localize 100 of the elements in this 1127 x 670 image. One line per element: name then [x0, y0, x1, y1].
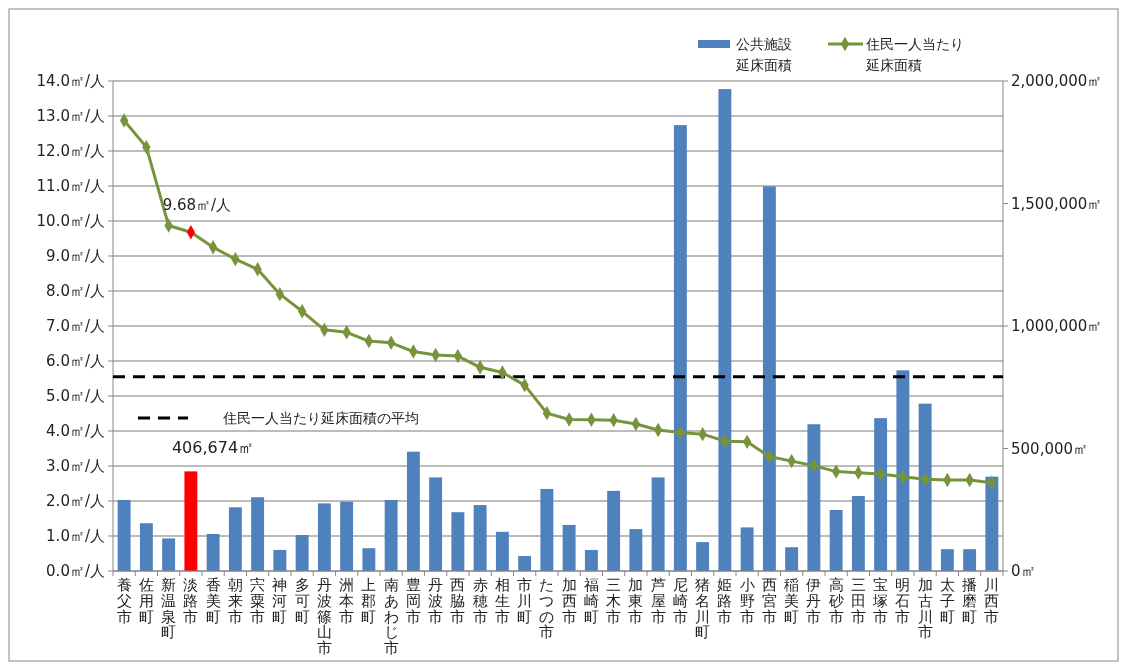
bar: [162, 538, 176, 571]
bar: [851, 496, 865, 571]
x-tick-label: 福崎町: [583, 576, 599, 626]
bar: [918, 403, 932, 571]
x-tick-label: 丹波市: [428, 576, 444, 626]
x-tick-label: 三田市: [850, 576, 866, 626]
y-tick-label: 2.0㎡/人: [46, 492, 105, 511]
x-tick-label: 豊岡市: [405, 576, 421, 626]
y-tick-label: 14.0㎡/人: [36, 72, 105, 91]
x-tick-label: 猪名川町: [695, 576, 711, 642]
y-tick-label: 1.0㎡/人: [46, 527, 105, 546]
bar: [228, 507, 242, 571]
x-tick-label: たつの市: [539, 576, 555, 642]
bar: [718, 89, 732, 571]
x-tick-label: 明石市: [895, 576, 911, 626]
x-tick-label: 上郡町: [361, 576, 377, 626]
bar: [540, 488, 554, 571]
y-tick-label: 4.0㎡/人: [46, 422, 105, 441]
y-tick-label: 12.0㎡/人: [36, 142, 105, 161]
y-tick-label: 13.0㎡/人: [36, 107, 105, 126]
legend-label: 住民一人当たり延床面積: [865, 35, 964, 73]
x-tick-label: 姫路市: [717, 576, 733, 626]
x-tick-label: 赤穂市: [472, 576, 488, 626]
bar: [384, 499, 398, 571]
x-tick-label: 佐用町: [138, 576, 154, 626]
x-tick-label: 播磨町: [962, 576, 978, 626]
bar: [518, 556, 532, 571]
y-tick-label: 7.0㎡/人: [46, 317, 105, 336]
x-tick-label: 西宮市: [761, 576, 777, 626]
x-tick-label: 芦屋市: [650, 576, 666, 626]
x-tick-label: 香美町: [205, 576, 221, 626]
bar: [139, 523, 153, 571]
x-tick-label: 丹波篠山市: [316, 576, 332, 657]
x-tick-label: 稲美町: [784, 576, 800, 626]
x-tick-label: 西脇市: [450, 576, 466, 626]
bar: [451, 512, 465, 571]
x-tick-label: 養父市: [116, 576, 132, 626]
x-tick-label: 伊丹市: [806, 576, 822, 626]
x-tick-label: 加古川市: [917, 576, 933, 642]
bar: [985, 476, 999, 571]
bar: [785, 547, 799, 571]
bar: [206, 534, 220, 571]
y-tick-label: 9.0㎡/人: [46, 247, 105, 266]
bar: [362, 548, 376, 571]
bar: [696, 542, 710, 571]
x-tick-label: 三木市: [606, 576, 622, 626]
y-tick-label: 10.0㎡/人: [36, 212, 105, 231]
x-tick-label: 南あわじ市: [383, 576, 399, 657]
bar: [584, 549, 598, 571]
x-tick-label: 川西市: [984, 576, 1000, 626]
x-tick-label: 多可町: [294, 576, 310, 626]
bar: [562, 524, 576, 571]
bar: [896, 370, 910, 571]
x-tick-label: 宍粟市: [250, 576, 266, 626]
x-tick-label: 相生市: [494, 576, 510, 626]
bar: [807, 424, 821, 571]
bar: [762, 186, 776, 571]
y2-tick-label: 0㎡: [1011, 562, 1036, 581]
y-tick-label: 5.0㎡/人: [46, 387, 105, 406]
bar: [406, 451, 420, 571]
bar: [651, 477, 665, 571]
x-tick-label: 高砂市: [827, 576, 844, 626]
bar: [184, 471, 198, 571]
bar: [340, 501, 354, 571]
x-tick-label: 加西市: [561, 576, 577, 626]
bar: [295, 534, 309, 571]
x-tick-label: 朝来市: [227, 576, 243, 626]
x-tick-label: 淡路市: [183, 576, 199, 626]
x-tick-label: 洲本市: [339, 576, 355, 626]
x-tick-label: 尼崎市: [672, 576, 688, 626]
bar: [740, 527, 754, 571]
y2-tick-label: 500,000㎡: [1011, 439, 1089, 458]
y2-tick-label: 1,000,000㎡: [1011, 317, 1103, 336]
x-tick-label: 神河町: [272, 576, 288, 626]
bar: [273, 549, 287, 571]
legend-label: 公共施設延床面積: [735, 35, 792, 73]
bar: [963, 549, 977, 571]
y-tick-label: 8.0㎡/人: [46, 282, 105, 301]
y-tick-label: 11.0㎡/人: [36, 177, 105, 196]
bar: [829, 510, 843, 571]
y-tick-label: 6.0㎡/人: [46, 352, 105, 371]
bar: [495, 531, 509, 571]
bar: [429, 477, 443, 571]
bar: [874, 418, 888, 571]
x-tick-label: 太子町: [939, 576, 955, 626]
y-tick-label: 0.0㎡/人: [46, 562, 105, 581]
y-tick-label: 3.0㎡/人: [46, 457, 105, 476]
x-tick-label: 宝塚市: [872, 576, 889, 626]
annotation: 9.68㎡/人: [162, 196, 232, 215]
ref-line-label: 住民一人当たり延床面積の平均: [222, 409, 419, 426]
bar: [607, 490, 621, 571]
x-tick-label: 加東市: [628, 576, 644, 626]
y2-tick-label: 2,000,000㎡: [1011, 72, 1103, 91]
bar: [629, 529, 643, 571]
annotation: 406,674㎡: [171, 438, 255, 457]
bar: [251, 497, 265, 571]
bar: [673, 125, 687, 571]
bar: [940, 549, 954, 571]
bar: [317, 503, 331, 571]
x-tick-label: 新温泉町: [161, 576, 177, 642]
